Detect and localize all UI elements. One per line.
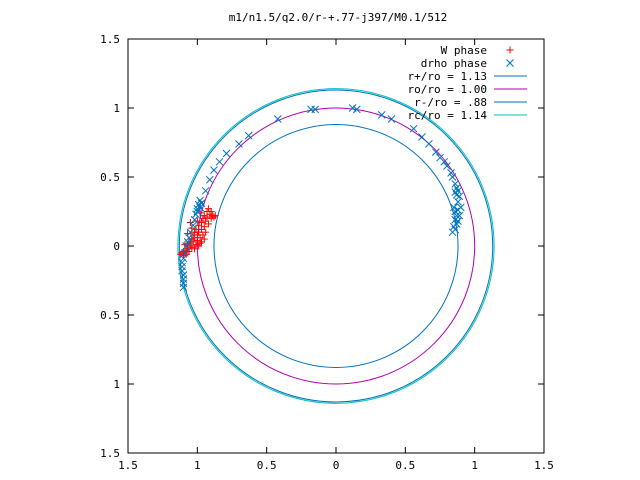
drho-phase-point: [197, 199, 206, 208]
legend-label: drho phase: [421, 57, 487, 70]
radius-circle: [178, 89, 494, 403]
legend-label: r-/ro = .88: [414, 96, 487, 109]
drho-phase-point: [182, 242, 191, 250]
w-phase-point: [211, 212, 219, 220]
drho-phase-point: [244, 131, 253, 140]
drho-phase-point: [454, 186, 462, 195]
drho-phase-point: [205, 175, 214, 184]
chart-title: m1/n1.5/q2.0/r-+.77-j397/M0.1/512: [229, 11, 448, 24]
x-tick-label: 0: [333, 459, 340, 472]
drho-phase-point: [443, 162, 451, 170]
w-phase-point: [204, 220, 212, 228]
drho-phase-point: [448, 173, 457, 181]
drho-phase-point: [193, 207, 202, 216]
drho-phase-point: [235, 140, 243, 148]
drho-phase-point: [450, 203, 458, 212]
w-phase-point: [210, 213, 218, 221]
legend-label: rc/ro = 1.14: [408, 109, 488, 122]
w-phase-point: [200, 235, 208, 243]
drho-phase-point: [311, 105, 320, 114]
drho-phase-point: [178, 258, 186, 267]
drho-phase-point: [456, 203, 465, 212]
legend-label: r+/ro = 1.13: [408, 70, 487, 83]
drho-phase-point: [447, 169, 455, 177]
x-tick-label: 0.5: [257, 459, 277, 472]
w-phase-point: [197, 219, 205, 227]
legend-marker: [506, 59, 514, 67]
w-phase-point: [202, 228, 210, 236]
drho-phase-point: [448, 228, 457, 237]
y-tick-label: 0.5: [100, 171, 120, 184]
drho-phase-point: [387, 115, 396, 123]
y-tick-label: 1: [113, 378, 120, 391]
w-phase-point: [200, 223, 208, 231]
w-phase-point: [191, 245, 199, 253]
drho-phase-point: [179, 283, 188, 292]
radius-circles: [177, 88, 495, 404]
w-phase-point: [186, 242, 194, 250]
drho-phase-point: [215, 157, 224, 166]
drho-phase-point: [348, 104, 357, 112]
radius-circle: [177, 88, 495, 404]
drho-phase-point: [454, 197, 462, 206]
y-axis-ticks: 1.5 1 0.5 0 0.5 1 1.5: [100, 33, 544, 460]
drho-phase-point: [377, 111, 386, 119]
drho-phase-point: [186, 228, 195, 237]
drho-phase-point: [431, 148, 440, 157]
y-tick-label: 0: [113, 240, 120, 253]
drho-phase-point: [273, 115, 282, 123]
x-tick-label: 1.5: [118, 459, 138, 472]
drho-phase-point: [180, 249, 189, 257]
drho-phase-point: [455, 211, 464, 220]
data-markers: [177, 104, 465, 292]
drho-phase-point: [452, 220, 461, 228]
drho-phase-point: [418, 133, 426, 141]
drho-phase-point: [425, 140, 433, 148]
drho-phase-point: [201, 186, 210, 195]
x-axis-ticks: 1.5 1 0.5 0 0.5 1 1.5: [118, 39, 554, 472]
x-tick-label: 1: [194, 459, 201, 472]
y-tick-label: 1: [113, 102, 120, 115]
legend-label: W phase: [441, 44, 487, 57]
x-tick-label: 0.5: [395, 459, 415, 472]
drho-phase-point: [455, 192, 464, 201]
x-tick-label: 1.5: [534, 459, 554, 472]
x-tick-label: 1: [471, 459, 478, 472]
y-tick-label: 1.5: [100, 447, 120, 460]
w-phase-point: [193, 217, 201, 225]
drho-phase-point: [192, 210, 200, 219]
y-tick-label: 0.5: [100, 309, 120, 322]
radius-circle: [213, 124, 459, 368]
drho-phase-point: [179, 271, 188, 279]
drho-phase-point: [183, 238, 192, 246]
drho-phase-point: [440, 157, 449, 166]
drho-phase-point: [451, 180, 460, 188]
y-tick-label: 1.5: [100, 33, 120, 46]
legend-marker: [506, 46, 514, 54]
drho-phase-point: [409, 124, 418, 133]
drho-phase-point: [352, 105, 361, 114]
drho-phase-point: [196, 203, 204, 212]
drho-phase-point: [210, 166, 218, 174]
drho-phase-point: [222, 149, 231, 158]
w-phase-point: [207, 208, 215, 215]
w-phase-point: [195, 242, 203, 250]
legend-label: ro/ro = 1.00: [408, 83, 487, 96]
